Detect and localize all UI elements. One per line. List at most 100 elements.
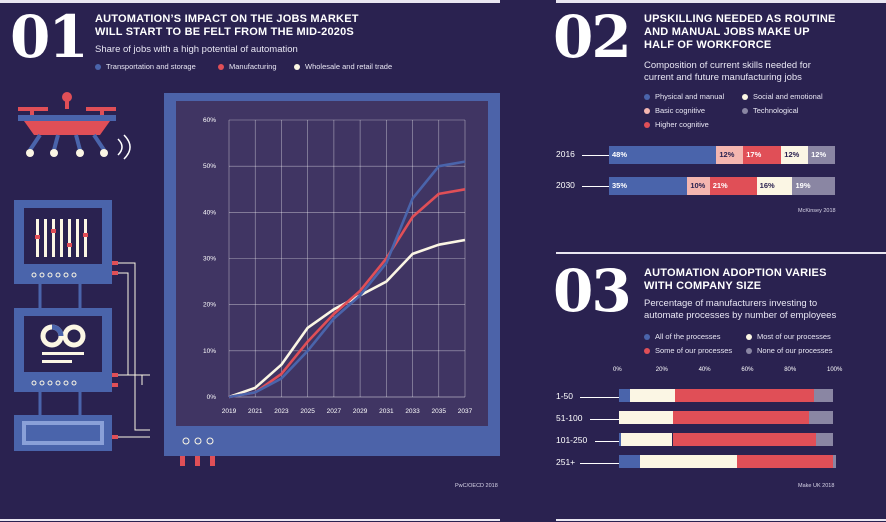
- section-divider: [556, 252, 886, 254]
- bar-segment: [640, 455, 737, 468]
- drone-icon: [18, 92, 131, 160]
- bar-segment: [809, 411, 833, 424]
- legend-label: Manufacturing: [229, 62, 277, 71]
- bar-segment: [619, 455, 641, 468]
- legend-label: Transportation and storage: [106, 62, 196, 71]
- legend-item-wholesale: Wholesale and retail trade: [294, 62, 392, 71]
- legend-item-transportation: Transportation and storage: [95, 62, 196, 71]
- x-tick-label: 20%: [655, 367, 668, 373]
- company-size-label: 1-50: [556, 391, 574, 401]
- bar-segment: [619, 389, 630, 402]
- company-size-label: 251+: [556, 457, 576, 467]
- top-divider-right: [556, 0, 886, 3]
- leader-line: [582, 186, 609, 187]
- section-2-title: UPSKILLING NEEDED AS ROUTINE AND MANUAL …: [644, 13, 836, 51]
- x-tick-label: 2031: [379, 408, 394, 415]
- bar-segment: 17%: [743, 146, 782, 164]
- x-tick-label: 100%: [827, 367, 843, 373]
- bar-segment: [833, 455, 836, 468]
- leader-line: [580, 463, 619, 464]
- legend-label: Basic cognitive: [655, 106, 706, 115]
- section-2-source: McKinsey 2018: [798, 208, 836, 214]
- monitor-button: [182, 437, 190, 445]
- section-1-subtitle: Share of jobs with a high potential of a…: [95, 44, 298, 55]
- monitor-button: [206, 437, 214, 445]
- bar-segment: 12%: [716, 146, 744, 164]
- section-3-title: AUTOMATION ADOPTION VARIES WITH COMPANY …: [644, 267, 827, 292]
- company-size-label: 101-250: [556, 435, 588, 445]
- leader-line: [595, 441, 619, 442]
- legend-label: Social and emotional: [753, 92, 823, 101]
- legend-item-most: Most of our processes: [746, 332, 831, 341]
- cables: [118, 262, 150, 438]
- bar-segment: 19%: [792, 177, 835, 195]
- legend-swatch: [644, 347, 650, 354]
- year-label: 2016: [556, 149, 575, 159]
- section-2-subtitle: Composition of current skills needed for…: [644, 60, 811, 83]
- legend-item-manufacturing: Manufacturing: [218, 62, 277, 71]
- legend-label: All of the processes: [655, 332, 721, 341]
- bar-segment: [629, 389, 675, 402]
- x-tick-label: 2019: [222, 408, 237, 415]
- x-tick-label: 2033: [405, 408, 420, 415]
- legend-item-some: Some of our processes: [644, 346, 732, 355]
- y-tick-label: 50%: [203, 163, 216, 170]
- section-1-title: AUTOMATION’S IMPACT ON THE JOBS MARKET W…: [95, 13, 359, 38]
- bar-segment: [621, 433, 673, 446]
- x-tick-label: 2023: [274, 408, 289, 415]
- factory-illustration: [14, 92, 150, 451]
- bar-segment: [619, 433, 622, 446]
- machine-panel-bars: [14, 200, 112, 284]
- bar-segment: [674, 389, 814, 402]
- bar-segment: 10%: [687, 177, 710, 195]
- x-tick-label: 80%: [784, 367, 797, 373]
- legend-item-all: All of the processes: [644, 332, 720, 341]
- company-size-label: 51-100: [556, 413, 583, 423]
- y-tick-label: 10%: [203, 348, 216, 355]
- x-tick-label: 2025: [300, 408, 315, 415]
- legend-item-higher: Higher cognitive: [644, 120, 709, 129]
- bar-segment: 12%: [808, 146, 835, 164]
- bottom-divider-left: [0, 519, 500, 521]
- bar-segment: 21%: [709, 177, 757, 195]
- bottom-divider-right: [556, 519, 886, 521]
- bar-segment: [813, 389, 833, 402]
- legend-item-basic: Basic cognitive: [644, 106, 705, 115]
- legend-swatch: [294, 63, 300, 70]
- x-tick-label: 2035: [432, 408, 447, 415]
- y-tick-label: 30%: [203, 256, 216, 263]
- section-1-source: PwC/OECD 2018: [455, 483, 498, 489]
- legend-swatch: [95, 63, 101, 70]
- line-chart-monitor: 0% 10% 20% 30% 40% 50% 60% 2019 2021 2023 2025 2027…: [164, 93, 500, 466]
- legend-swatch: [746, 347, 752, 354]
- leader-line: [582, 155, 609, 156]
- legend-item-social: Social and emotional: [742, 92, 823, 101]
- legend-swatch: [644, 93, 650, 100]
- legend-label: Physical and manual: [655, 92, 725, 101]
- bar-segment: 12%: [781, 146, 809, 164]
- legend-item-technological: Technological: [742, 106, 798, 115]
- bar-segment: [815, 433, 833, 446]
- bar-segment: 48%: [609, 146, 717, 164]
- series-line-manufacturing: [228, 188, 466, 399]
- legend-swatch: [742, 107, 748, 114]
- series-line-transportation-and-storage: [228, 160, 466, 399]
- bar-segment: 16%: [756, 177, 793, 195]
- section-3-number: 03: [553, 257, 632, 325]
- bar-segment: 35%: [609, 177, 688, 195]
- legend-label: Technological: [753, 106, 799, 115]
- section-2-number: 02: [553, 3, 632, 71]
- legend-swatch: [644, 121, 650, 128]
- x-tick-label: 2037: [458, 408, 473, 415]
- bar-segment: [736, 455, 833, 468]
- bar-segment: [672, 433, 816, 446]
- leader-line: [590, 419, 619, 420]
- legend-swatch: [644, 107, 650, 114]
- y-tick-label: 60%: [203, 117, 216, 124]
- y-tick-label: 0%: [207, 394, 217, 401]
- x-tick-label: 2027: [327, 408, 342, 415]
- x-tick-label: 2021: [248, 408, 263, 415]
- y-tick-label: 40%: [203, 209, 216, 216]
- legend-label: Higher cognitive: [655, 120, 709, 129]
- bar-segment: [672, 411, 810, 424]
